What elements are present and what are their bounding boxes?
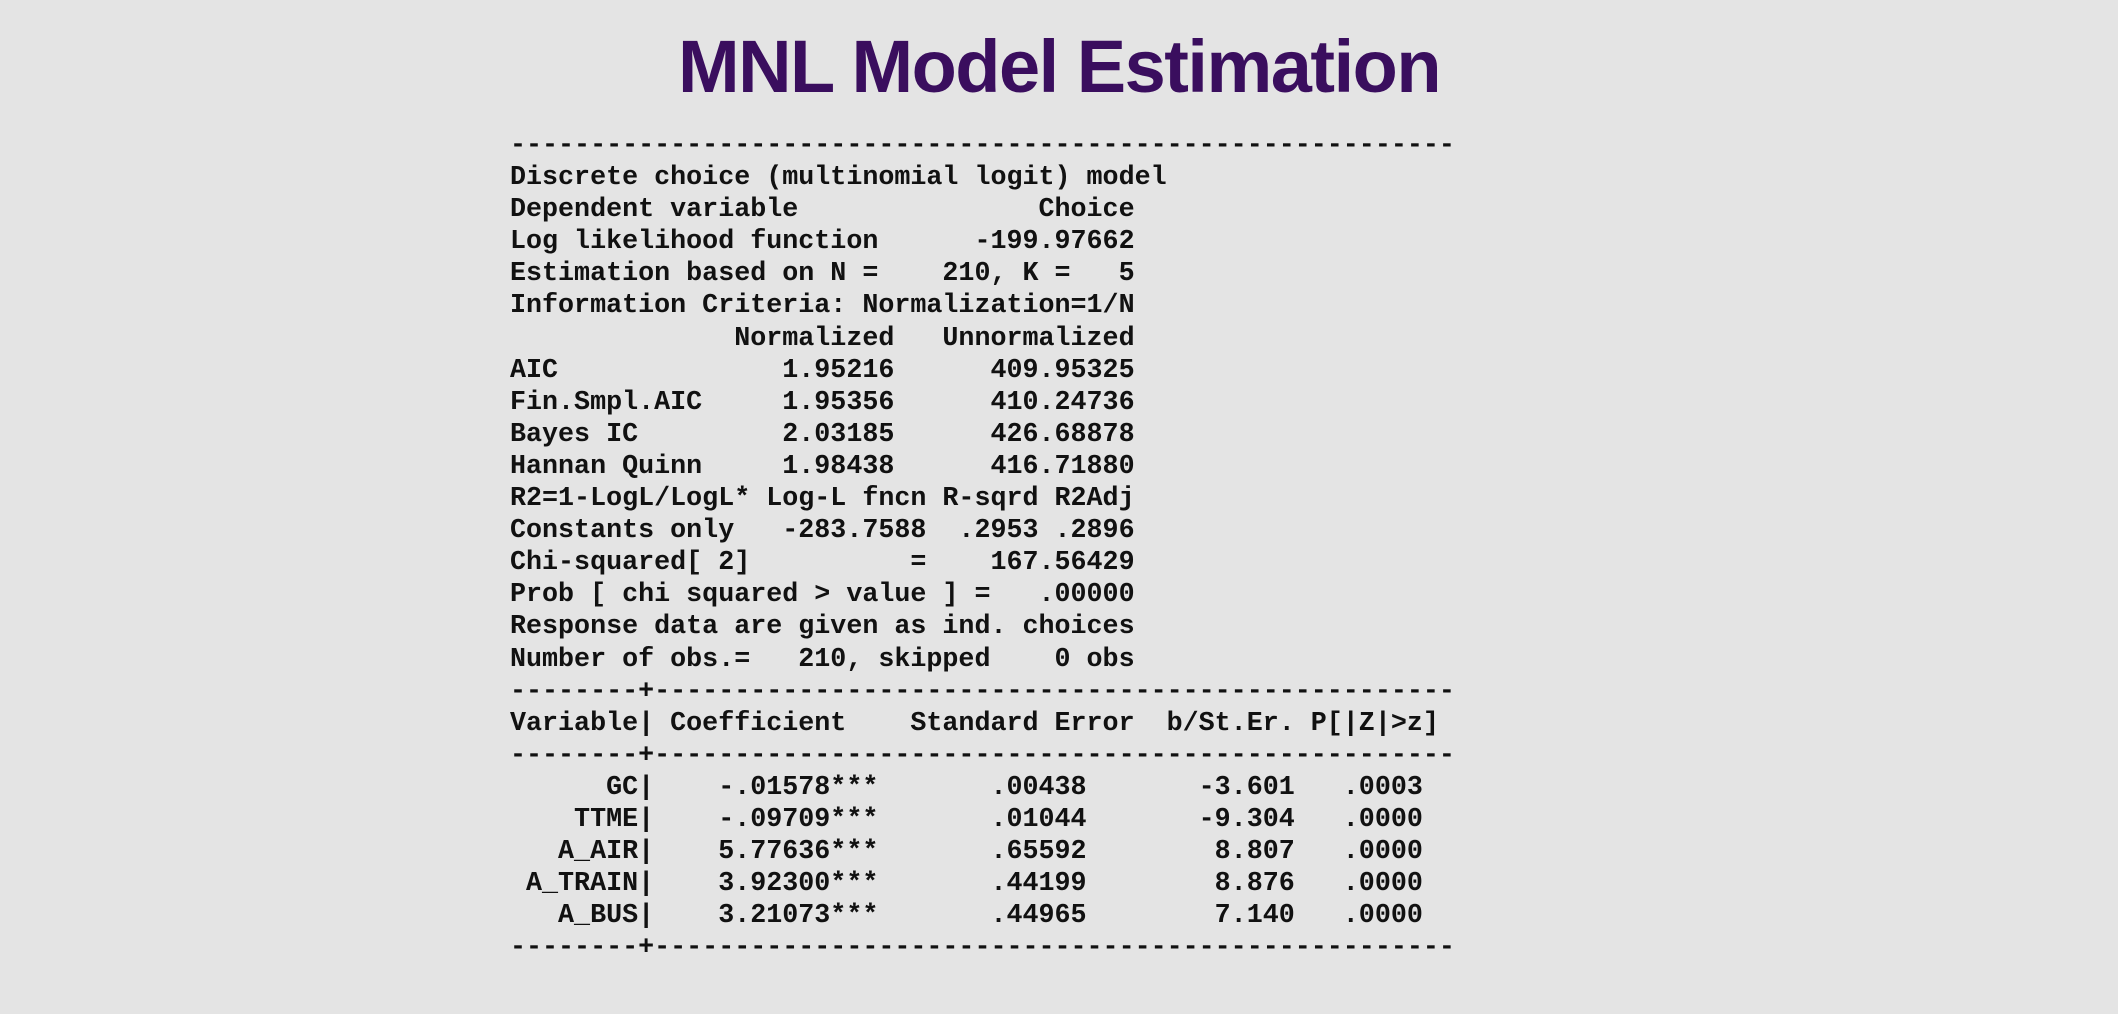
table-row: A_AIR| 5.77636*** .65592 8.807 .0000 [510,837,1423,868]
table-row: A_BUS| 3.21073*** .44965 7.140 .0000 [510,901,1423,932]
response-data-line: Response data are given as ind. choices [510,612,1135,643]
aic-line: AIC 1.95216 409.95325 [510,355,1135,386]
rule-mid-1: --------+-------------------------------… [510,676,1455,707]
rule-top: ----------------------------------------… [510,131,1455,161]
rule-bottom: --------+-------------------------------… [510,933,1455,964]
dependent-variable-line: Dependent variable Choice [510,195,1135,226]
prob-chi-squared-line: Prob [ chi squared > value ] = .00000 [510,580,1135,611]
r2-header-line: R2=1-LogL/LogL* Log-L fncn R-sqrd R2Adj [510,484,1135,515]
bayes-ic-line: Bayes IC 2.03185 426.68878 [510,419,1135,450]
slide-title: MNL Model Estimation [0,22,2118,112]
number-of-obs-line: Number of obs.= 210, skipped 0 obs [510,644,1135,675]
log-likelihood-line: Log likelihood function -199.97662 [510,227,1135,258]
chi-squared-line: Chi-squared[ 2] = 167.56429 [510,548,1135,579]
model-description-line: Discrete choice (multinomial logit) mode… [510,163,1167,194]
table-row: A_TRAIN| 3.92300*** .44199 8.876 .0000 [510,869,1423,900]
hannan-quinn-line: Hannan Quinn 1.98438 416.71880 [510,451,1135,482]
table-header: Variable| Coefficient Standard Error b/S… [510,708,1439,739]
table-row: TTME| -.09709*** .01044 -9.304 .0000 [510,804,1423,835]
fin-smpl-aic-line: Fin.Smpl.AIC 1.95356 410.24736 [510,387,1135,418]
rule-mid-2: --------+-------------------------------… [510,740,1455,771]
constants-only-line: Constants only -283.7588 .2953 .2896 [510,516,1135,547]
criteria-header-line: Normalized Unnormalized [510,323,1135,354]
information-criteria-line: Information Criteria: Normalization=1/N [510,291,1135,322]
estimation-output: ----------------------------------------… [510,130,1455,964]
table-row: GC| -.01578*** .00438 -3.601 .0003 [510,772,1423,803]
estimation-basis-line: Estimation based on N = 210, K = 5 [510,259,1135,290]
slide-title-text: MNL Model Estimation [677,25,1442,108]
